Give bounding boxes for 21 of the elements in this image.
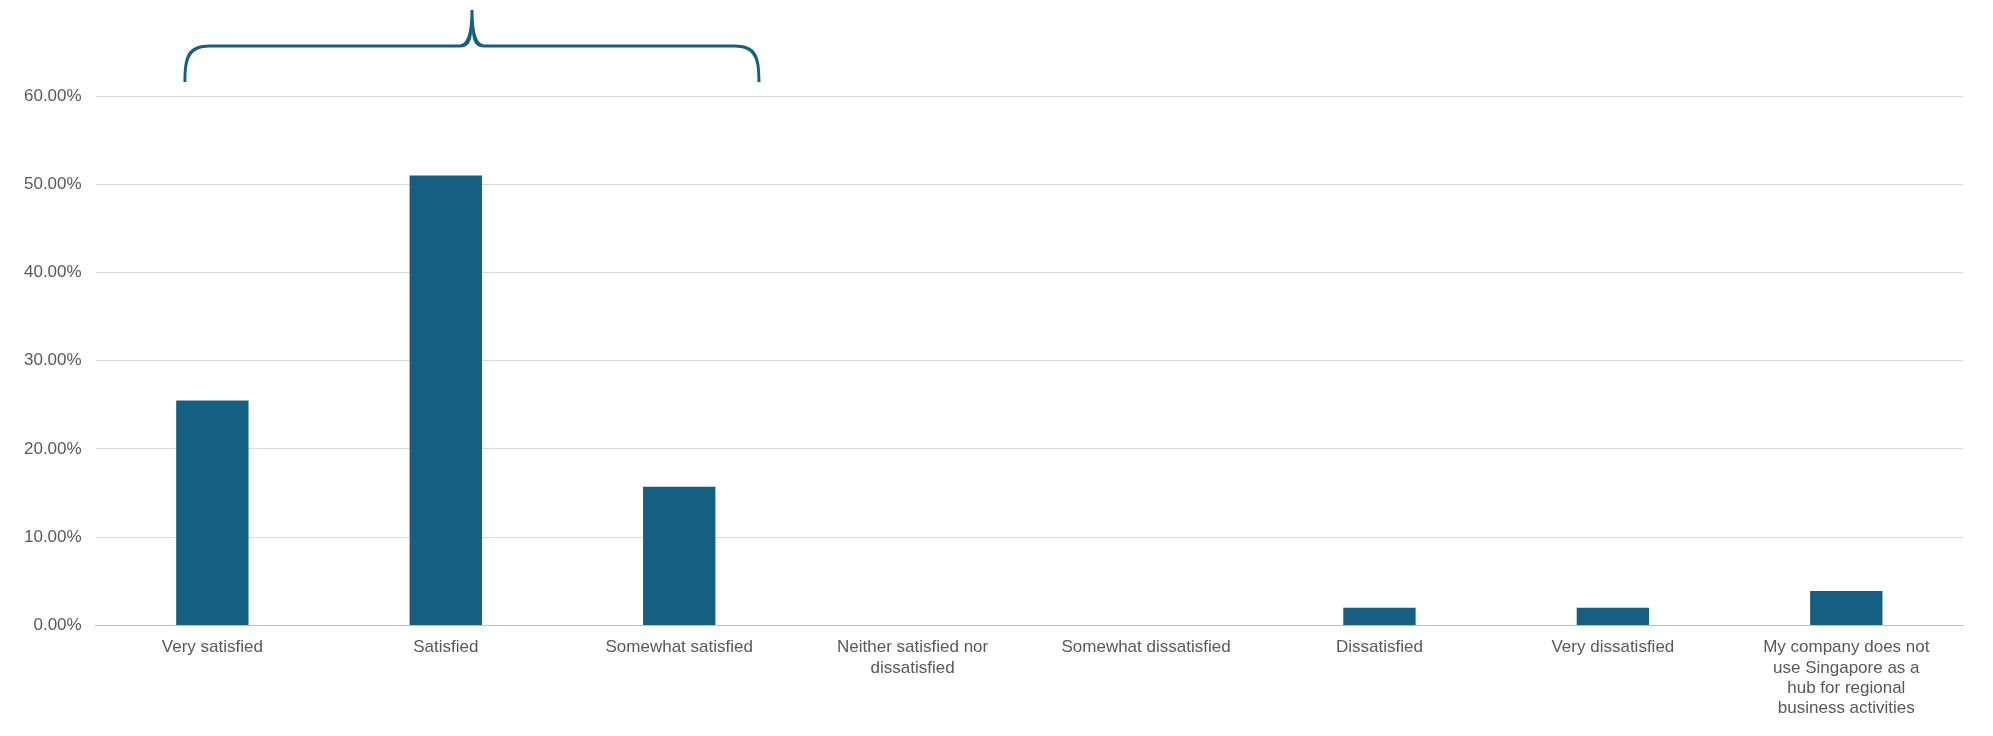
bar — [176, 400, 249, 625]
bar — [1576, 607, 1650, 625]
y-tick-label: 10.00% — [23, 526, 82, 546]
x-tick-label: Dissatisfied — [1335, 637, 1423, 657]
bar — [409, 175, 482, 625]
y-tick-label: 50.00% — [23, 173, 82, 193]
y-tick-label: 20.00% — [23, 438, 82, 458]
x-tick-label: Very satisfied — [161, 637, 263, 657]
y-tick-label: 0.00% — [33, 615, 82, 635]
bar — [643, 486, 716, 625]
x-tick-label: My company does not use Singapore as a hub for regional business activities — [1763, 637, 1930, 718]
bar — [1343, 607, 1416, 625]
x-tick-label: Somewhat dissatisfied — [1061, 637, 1231, 657]
x-tick-label: Neither satisfied nor dissatisfied — [837, 637, 989, 677]
y-tick-label: 40.00% — [23, 262, 82, 282]
y-tick-label: 30.00% — [23, 350, 82, 370]
bar — [1810, 590, 1883, 625]
x-tick-label: Somewhat satisfied — [605, 637, 753, 657]
x-tick-label: Very dissatisfied — [1551, 637, 1675, 657]
y-tick-label: 60.00% — [23, 85, 82, 105]
x-tick-label: Satisfied — [413, 637, 479, 657]
